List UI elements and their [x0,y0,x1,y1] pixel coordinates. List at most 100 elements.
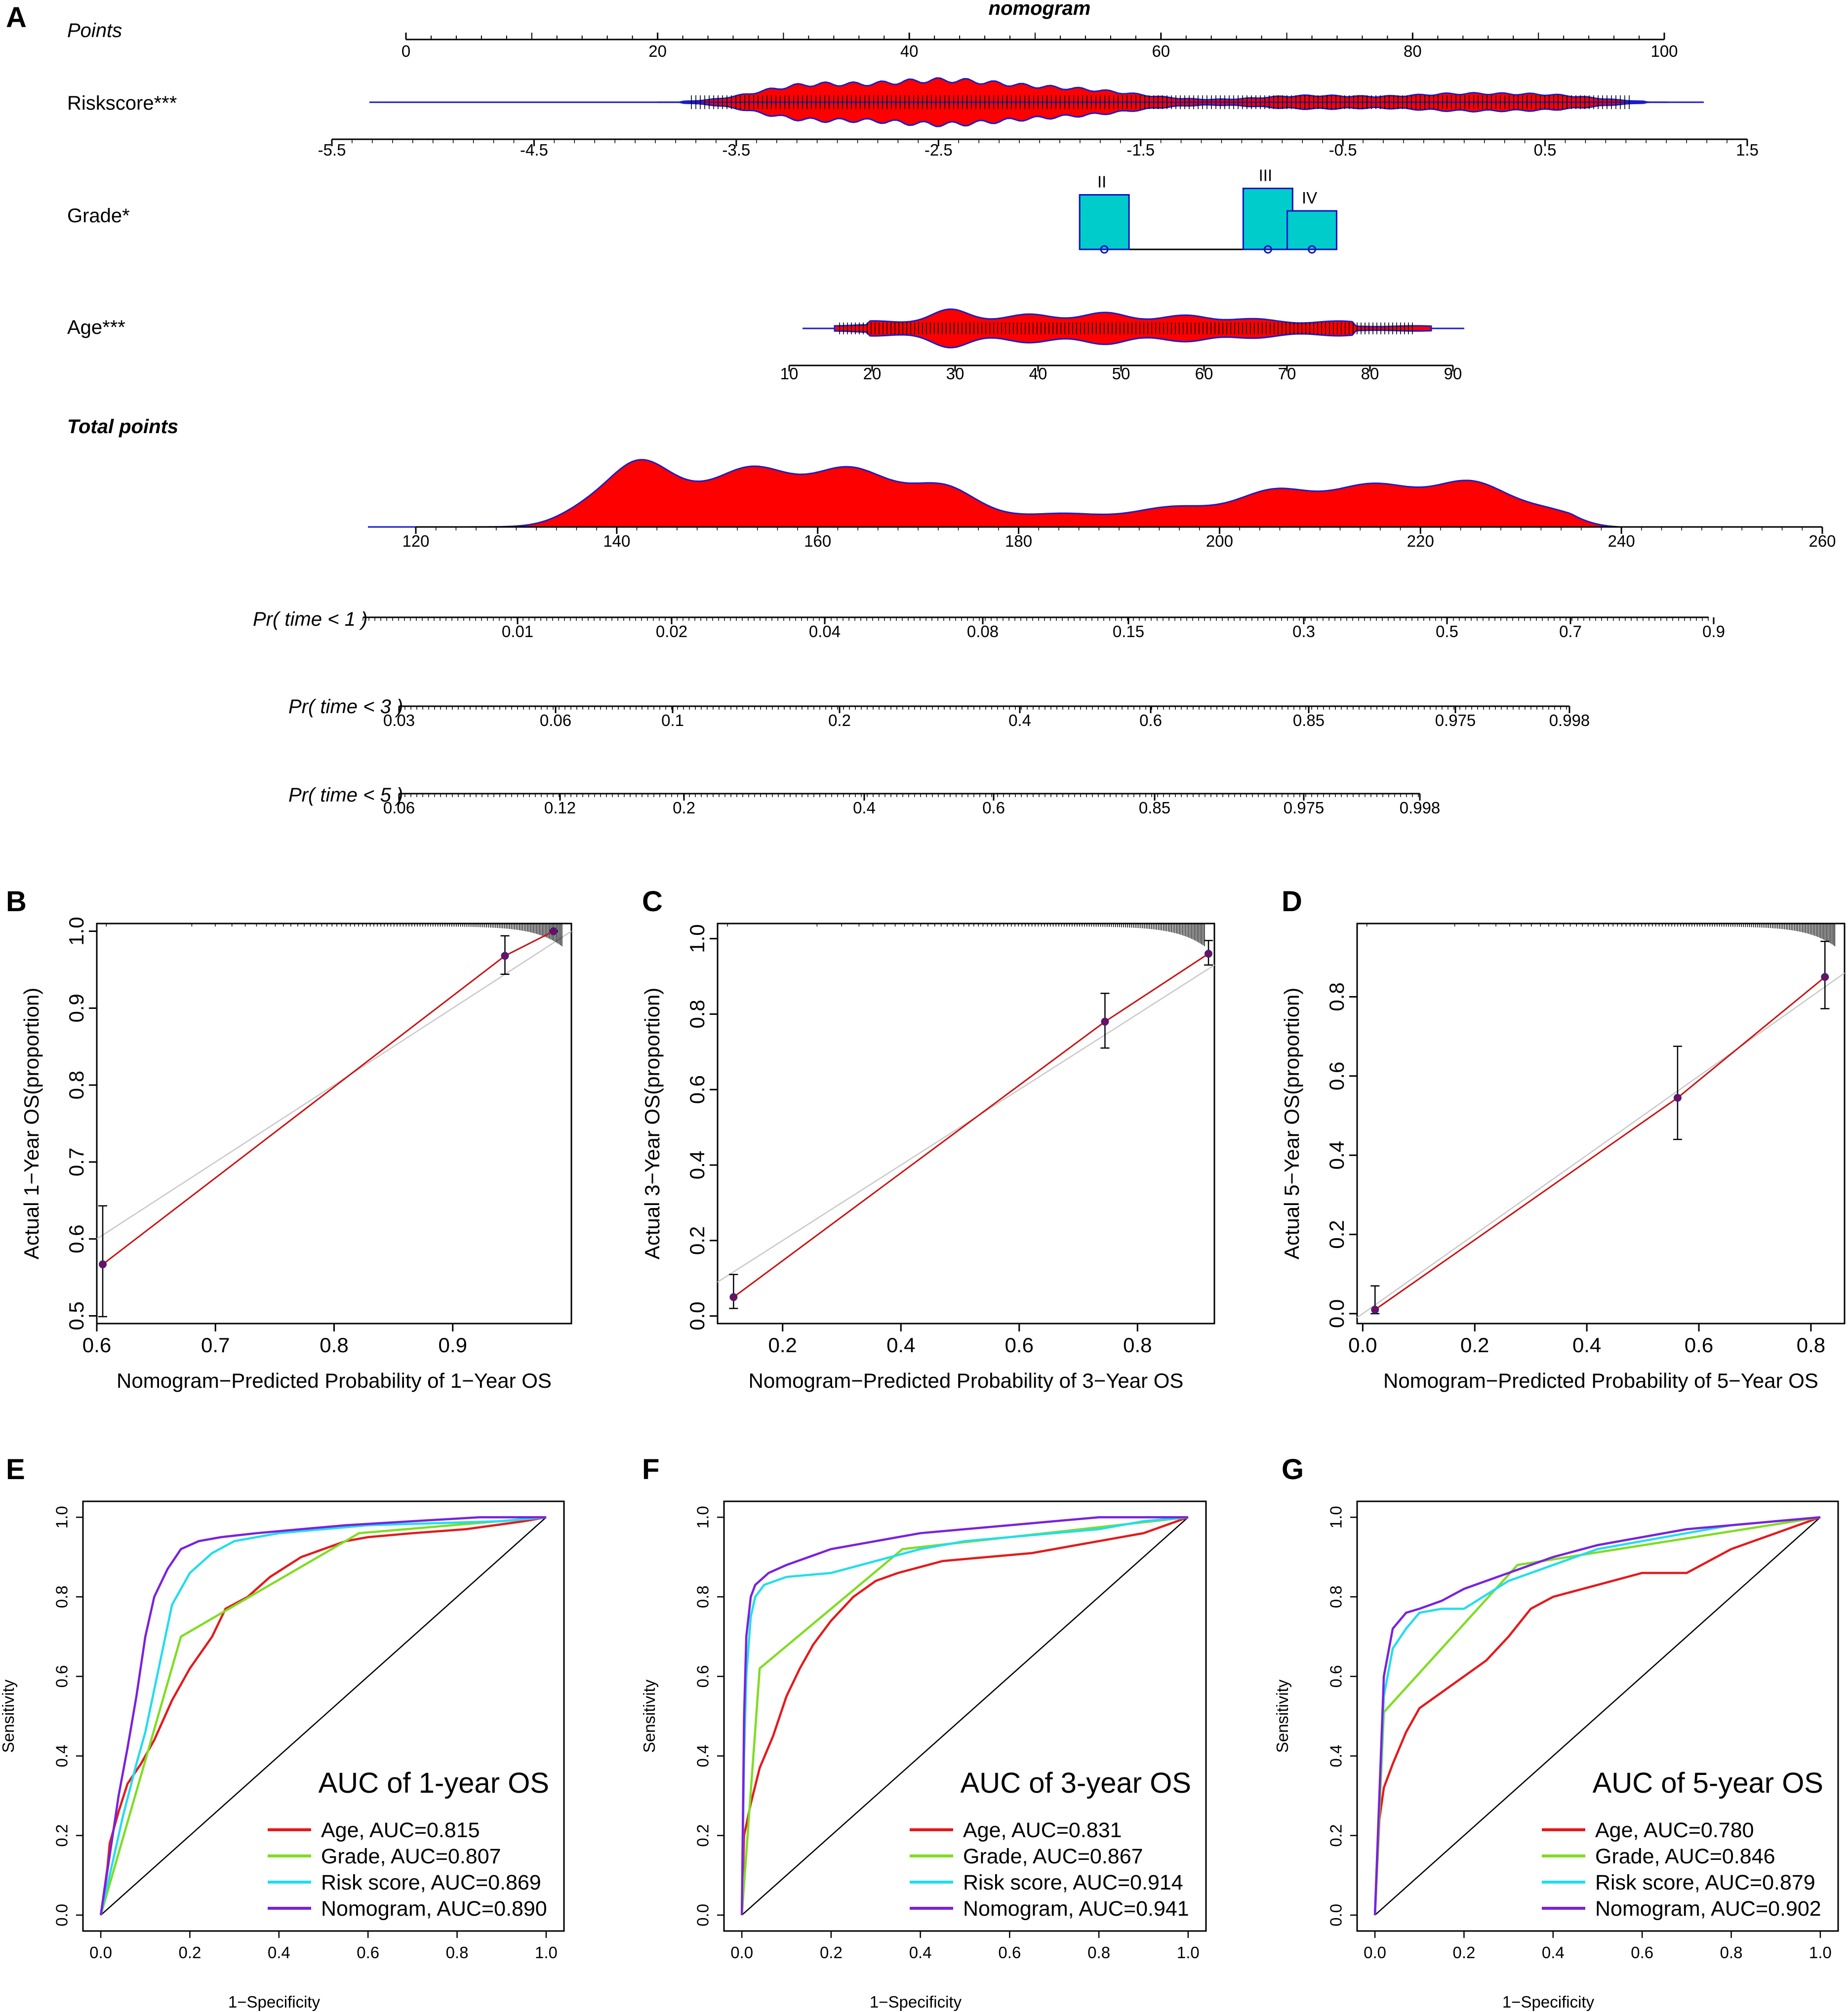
panel-b: 0.6 0.7 0.8 0.9 0.5 0.6 0.7 0.8 0.9 1.0 Nomogram−P… [20,917,572,1392]
panel-d-calibration-line [1374,976,1826,1311]
panel-g-roc-risk [1373,1516,1821,1915]
riskscore-row-label: Riskscore*** [67,92,177,114]
panel-f-x-tick-label: 0.2 [820,1943,843,1962]
pr3-tick-label: 0.06 [540,711,571,729]
panel-c-x-tick-label: 0.4 [886,1333,915,1357]
panel-b-y-tick-label: 0.8 [65,1071,88,1099]
pr1-tick-label: 0.04 [809,622,841,641]
pr1-tick-label: 0.01 [502,622,533,641]
panel-f-y-tick-label: 0.8 [694,1585,712,1608]
pr1-tick-label: 0.3 [1292,622,1315,641]
panel-f-title: AUC of 3-year OS [961,1767,1191,1799]
panel-g-roc-age [1373,1516,1821,1915]
panel-e-legend-label: Age, AUC=0.815 [321,1818,480,1842]
points-row-label: Points [67,20,122,41]
panel-c-y-tick-label: 0.8 [685,1000,709,1028]
grade-row-label: Grade* [67,205,130,227]
pr3-tick-label: 0.6 [1139,711,1162,729]
panel-e-roc-age [99,1516,547,1916]
panel-d-x-tick-label: 0.4 [1572,1333,1601,1357]
age-row-label: Age*** [67,317,125,338]
panel-d-y-tick-label: 0.4 [1325,1141,1348,1169]
panel-g-chance-line [1374,1517,1821,1916]
grade-point-II [1100,245,1109,254]
points-tick-label: 0 [402,42,410,60]
grade-bar-II [1079,194,1130,250]
pr3-tick-label: 0.975 [1435,711,1476,729]
panel-f-y-tick-label: 0.2 [694,1824,712,1847]
age-tick-label: 40 [1029,364,1047,383]
panel-g-x-tick-label: 0.8 [1720,1943,1743,1962]
pr1-tick-label: 0.7 [1559,622,1582,641]
grade-point-III [1263,245,1272,254]
panel-c-calibration-point [729,1293,738,1301]
panel-b-ideal-line [96,930,572,1240]
panel-g-roc-nomogram [1373,1516,1821,1915]
total-points-tick-label: 140 [603,532,630,550]
pr5-tick-label: 0.4 [853,799,876,817]
panel-b-frame [96,923,572,1325]
panel-e-x-tick-label: 1.0 [535,1943,558,1962]
riskscore-tick-label: -1.5 [1126,141,1155,159]
panel-c-x-title: Nomogram−Predicted Probability of 3−Year… [749,1369,1184,1392]
panel-c-x-tick-label: 0.6 [1005,1333,1034,1357]
panel-c-frame [717,923,1215,1325]
panel-f-frame [723,1500,1207,1932]
grade-level-label: IV [1302,189,1317,207]
panel-b-y-tick-label: 0.9 [65,994,88,1022]
panel-f-y-tick-label: 1.0 [694,1506,712,1529]
riskscore-tick-label: -2.5 [924,141,953,159]
age-tick-label: 20 [863,364,882,383]
panel-f-roc-age [740,1516,1189,1915]
pr5-tick-label: 0.85 [1139,799,1170,817]
panel-g-y-tick-label: 1.0 [1327,1506,1345,1529]
panel-e-legend-label: Risk score, AUC=0.869 [321,1871,541,1894]
panel-e-y-title: Sensitivity [0,1679,17,1753]
nomogram-scales: 0 20 40 60 80 100 -5.5 -4.5 -3.5 -2.5 -1.5 -0.5 0.5 1… [318,33,1836,817]
panel-label-a: A [6,1,27,34]
panel-c-calibration-point [1205,950,1213,958]
age-tick-label: 70 [1278,364,1296,383]
panel-c-y-tick-label: 0.4 [685,1151,709,1179]
panel-e-legend-label: Nomogram, AUC=0.890 [321,1897,547,1921]
panel-b-y-tick-label: 1.0 [65,917,88,945]
panel-c-calibration-line [733,953,1209,1298]
pr5-tick-label: 0.6 [982,799,1005,817]
pr5-tick-label: 0.975 [1284,799,1325,817]
total-points-tick-label: 220 [1407,532,1434,550]
riskscore-tick-label: 1.5 [1736,141,1759,159]
panel-f-x-tick-label: 0.4 [909,1943,932,1962]
panel-f-legend-label: Grade, AUC=0.867 [963,1845,1143,1868]
age-tick-label: 10 [780,364,799,383]
panel-g-legend-label: Risk score, AUC=0.879 [1595,1871,1815,1894]
age-tick-label: 80 [1361,364,1379,383]
panel-f-y-tick-label: 0.6 [694,1665,712,1688]
panel-d-x-tick-label: 0.0 [1348,1333,1377,1357]
panel-d-x-tick-label: 0.8 [1797,1333,1825,1357]
panel-d-calibration-point [1821,973,1829,981]
pr5-row-label: Pr( time < 5 ) [288,784,403,806]
points-tick-label: 80 [1404,42,1422,60]
panel-e-x-tick-label: 0.6 [357,1943,379,1962]
panel-d-y-tick-label: 0.8 [1325,982,1348,1011]
panel-g-x-tick-label: 0.6 [1631,1943,1653,1962]
pr1-tick-label: 0.9 [1702,622,1725,641]
panel-label-g: G [1282,1453,1304,1486]
total-points-density [368,459,1630,528]
panel-e-x-tick-label: 0.4 [268,1943,290,1962]
panel-g-y-tick-label: 0.8 [1327,1585,1345,1608]
total-points-tick-label: 160 [804,532,831,550]
panel-c-x-tick-label: 0.8 [1123,1333,1152,1357]
pr3-tick-label: 0.03 [383,711,415,729]
panel-f-y-tick-label: 0.0 [694,1904,712,1927]
total-points-tick-label: 240 [1608,532,1635,550]
panel-g-x-tick-label: 0.4 [1542,1943,1565,1962]
panel-f-legend-label: Age, AUC=0.831 [963,1818,1122,1842]
total-points-tick-label: 260 [1808,532,1836,550]
panel-d-y-tick-label: 0.6 [1325,1062,1348,1090]
panel-label-f: F [642,1453,659,1486]
panel-e-roc-grade [99,1516,547,1916]
panel-e-legend-label: Grade, AUC=0.807 [321,1845,501,1868]
grade-point-IV [1308,245,1317,254]
panel-e-frame [82,1500,565,1932]
